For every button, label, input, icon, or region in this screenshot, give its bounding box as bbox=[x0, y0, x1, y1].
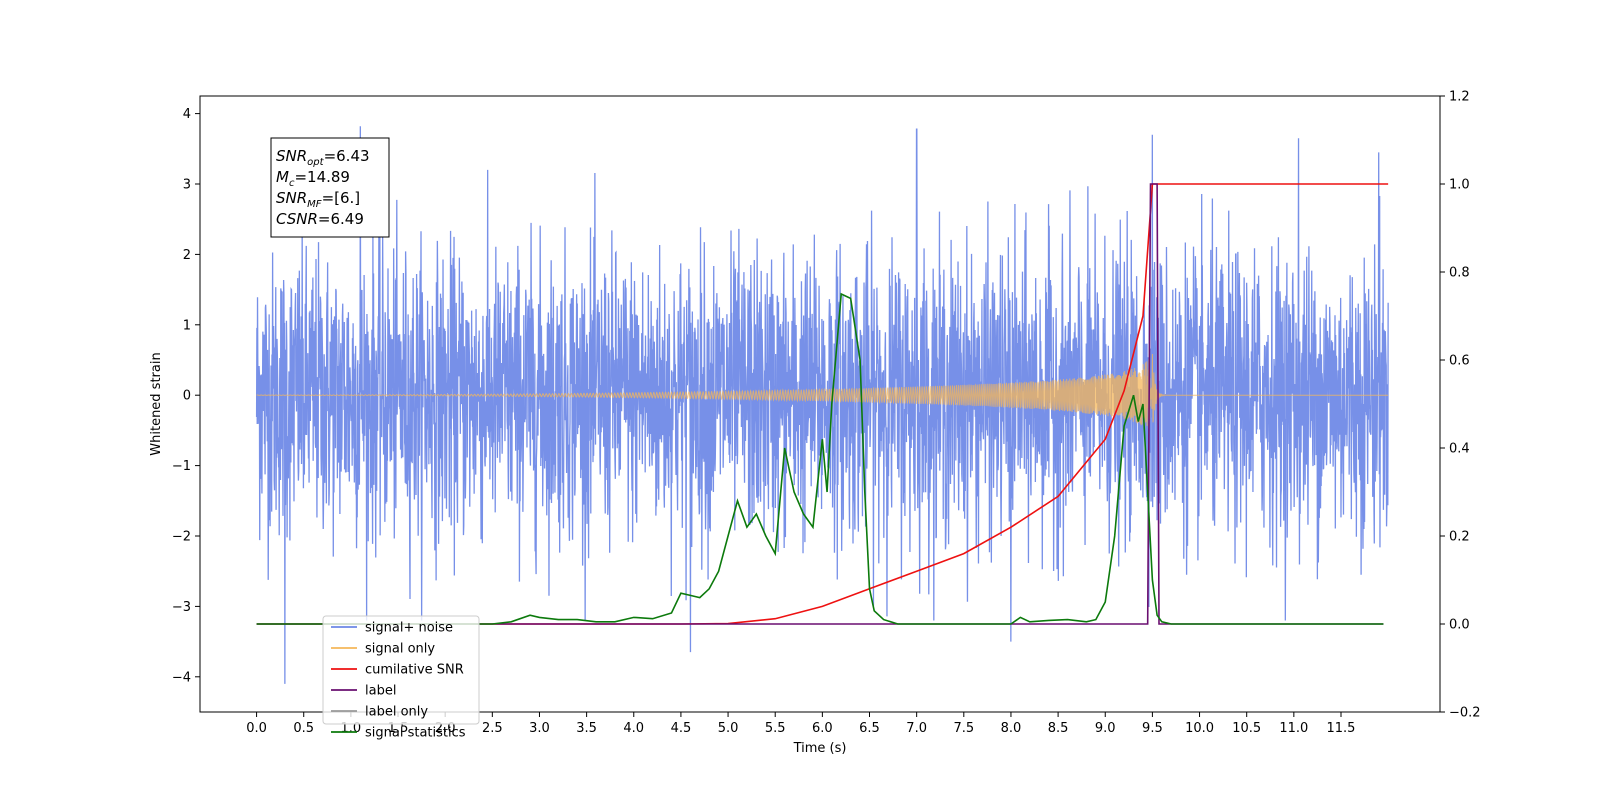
x-tick-label: 10.0 bbox=[1185, 721, 1214, 736]
y-tick-label: 4 bbox=[183, 107, 191, 122]
series-signal-statistics bbox=[256, 292, 1384, 625]
y-axis-label: Whitened strain bbox=[149, 352, 164, 455]
y-tick-label-right: −0.2 bbox=[1449, 706, 1481, 721]
legend-entry: signal+ noise bbox=[365, 621, 453, 636]
x-tick-label: 8.0 bbox=[1001, 721, 1022, 736]
legend-entry: signal only bbox=[365, 642, 435, 657]
y-tick-label: 2 bbox=[183, 248, 191, 263]
y-tick-label-right: 0.0 bbox=[1449, 618, 1470, 633]
x-tick-label: 4.5 bbox=[671, 721, 692, 736]
y-tick-label-right: 1.2 bbox=[1449, 90, 1470, 105]
x-tick-label: 9.5 bbox=[1142, 721, 1163, 736]
annotation-line: SNRMF=[6.] bbox=[276, 189, 360, 210]
x-tick-label: 3.5 bbox=[576, 721, 597, 736]
legend-box bbox=[322, 615, 480, 725]
y-tick-label-right: 0.2 bbox=[1449, 530, 1470, 545]
annotation-line: SNRopt=6.43 bbox=[276, 147, 370, 168]
x-tick-label: 7.0 bbox=[906, 721, 927, 736]
x-tick-label: 7.5 bbox=[953, 721, 974, 736]
x-tick-label: 8.5 bbox=[1048, 721, 1069, 736]
y-tick-label-right: 0.6 bbox=[1449, 354, 1470, 369]
x-tick-label: 5.5 bbox=[765, 721, 786, 736]
y-tick-label-right: 0.4 bbox=[1449, 442, 1470, 457]
y-tick-label: 1 bbox=[183, 318, 191, 333]
x-tick-label: 2.5 bbox=[482, 721, 503, 736]
y-tick-label-right: 1.0 bbox=[1449, 178, 1470, 193]
y-tick-label: −1 bbox=[172, 459, 191, 474]
x-tick-label: 3.0 bbox=[529, 721, 550, 736]
y-tick-label: −4 bbox=[172, 670, 191, 685]
y-tick-label: 3 bbox=[183, 178, 191, 193]
x-tick-label: 0.5 bbox=[293, 721, 314, 736]
x-axis-label: Time (s) bbox=[793, 741, 847, 756]
x-tick-label: 6.0 bbox=[812, 721, 833, 736]
y-tick-label: −2 bbox=[172, 530, 191, 545]
x-tick-label: 0.0 bbox=[246, 721, 267, 736]
x-tick-label: 6.5 bbox=[859, 721, 880, 736]
annotation-line: Mc=14.89 bbox=[276, 168, 350, 189]
axes-frame bbox=[199, 95, 1441, 713]
legend-entry: signal statistics bbox=[365, 726, 466, 741]
legend-entry: label only bbox=[365, 705, 428, 720]
x-tick-label: 1.5 bbox=[388, 721, 409, 736]
legend-entry: label bbox=[365, 684, 396, 699]
x-tick-label: 9.0 bbox=[1095, 721, 1116, 736]
series-signal-noise bbox=[255, 126, 1389, 684]
annotation-box bbox=[270, 137, 390, 238]
legend-entry: cumilative SNR bbox=[365, 663, 464, 678]
annotation-line: CSNR=6.49 bbox=[276, 210, 364, 228]
x-tick-label: 2.0 bbox=[435, 721, 456, 736]
y-tick-label-right: 0.8 bbox=[1449, 266, 1470, 281]
x-tick-label: 11.5 bbox=[1327, 721, 1356, 736]
series-signal-only bbox=[256, 354, 1389, 430]
x-tick-label: 11.0 bbox=[1279, 721, 1308, 736]
x-tick-label: 4.0 bbox=[623, 721, 644, 736]
x-tick-label: 10.5 bbox=[1232, 721, 1261, 736]
x-tick-label: 5.0 bbox=[718, 721, 739, 736]
y-tick-label: −3 bbox=[172, 600, 191, 615]
y-tick-label: 0 bbox=[183, 389, 191, 404]
